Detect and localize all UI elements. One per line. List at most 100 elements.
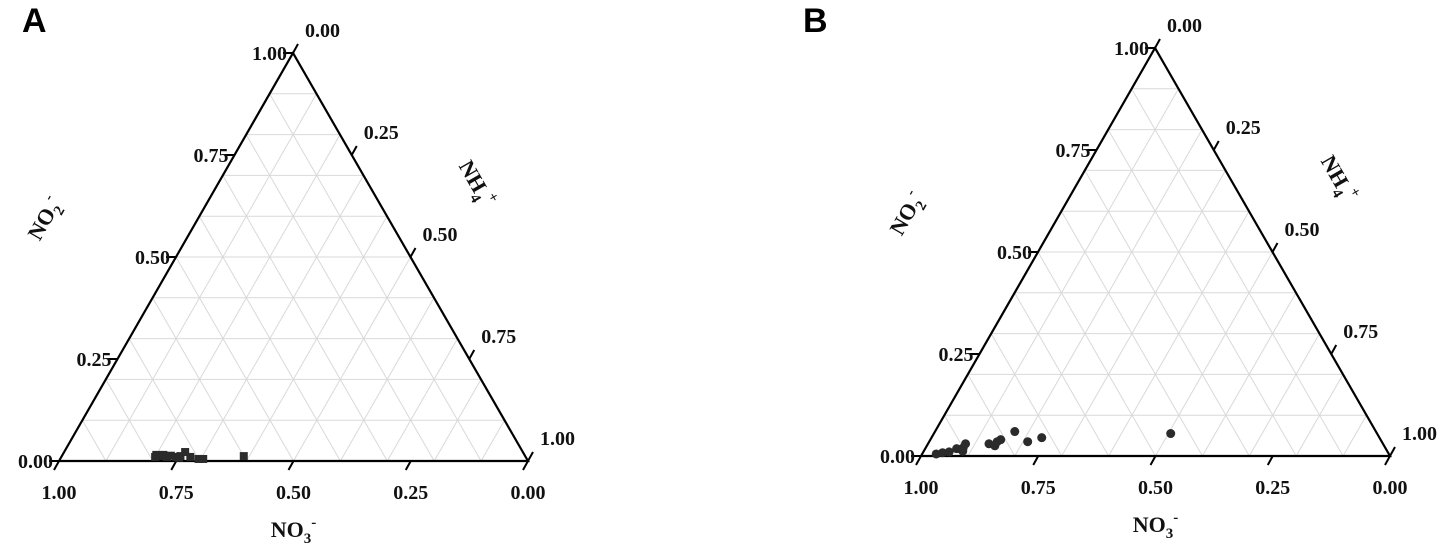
gridline — [152, 297, 248, 462]
data-point — [199, 454, 208, 463]
subscript: 2 — [913, 199, 931, 213]
data-points — [931, 427, 1176, 459]
left-tick-label: 0.50 — [997, 242, 1032, 264]
gridline — [1248, 333, 1320, 457]
tick-mark — [1271, 242, 1279, 253]
ternary-panel-b: B 0.00 0.25 0.50 0.75 1.00 0.00 0.25 0.50 0.75 1.0… — [803, 2, 1437, 542]
tick-mark — [1384, 455, 1391, 466]
data-point — [961, 439, 971, 449]
tick-mark — [292, 43, 299, 54]
gridline — [105, 379, 154, 462]
left-tick-label: 1.00 — [1114, 38, 1149, 60]
left-tick-label: 0.25 — [77, 349, 112, 371]
panel-letter: B — [803, 2, 828, 40]
tick-mark — [404, 460, 412, 471]
superscript: - — [1173, 510, 1178, 526]
right-tick-label: 0.50 — [1285, 219, 1320, 241]
right-tick-label: 0.75 — [481, 326, 516, 348]
gridline — [1084, 170, 1250, 457]
right-axis-title: NH4+ — [450, 155, 502, 213]
right-tick-label: 0.25 — [1226, 117, 1261, 139]
subscript: 3 — [304, 531, 312, 547]
gridline — [293, 256, 411, 462]
tick-mark — [170, 460, 178, 471]
right-tick-label: 0.75 — [1343, 321, 1378, 343]
tick-mark — [1212, 140, 1220, 151]
data-point — [181, 448, 190, 457]
gridline — [1342, 414, 1367, 457]
bottom-tick-label: 0.75 — [1021, 477, 1056, 499]
subscript: 4 — [466, 191, 484, 206]
gridline — [480, 419, 505, 462]
tick-mark — [1149, 455, 1157, 466]
tick-mark — [1032, 455, 1040, 466]
right-tick-label: 0.00 — [1167, 15, 1202, 37]
data-point — [166, 451, 175, 460]
left-tick-label: 0.00 — [18, 451, 53, 473]
superscript: + — [1346, 185, 1364, 200]
gridline — [1295, 374, 1344, 457]
superscript: - — [903, 186, 919, 198]
tick-mark — [409, 247, 417, 258]
gridline — [433, 379, 482, 462]
data-point — [152, 450, 161, 459]
gridline — [967, 88, 1179, 457]
bottom-tick-label: 0.50 — [276, 482, 311, 504]
data-point — [1023, 437, 1033, 447]
subscript: 4 — [1328, 186, 1346, 201]
bottom-tick-label: 0.00 — [1373, 477, 1408, 499]
gridline — [990, 333, 1063, 457]
tick-mark — [468, 349, 476, 360]
data-point — [938, 448, 948, 458]
data-point — [1010, 427, 1020, 437]
gridline — [1037, 251, 1156, 457]
left-axis-title: NO2- — [21, 191, 71, 246]
superscript: - — [41, 191, 57, 203]
left-tick-label: 1.00 — [252, 43, 287, 65]
superscript: + — [484, 190, 502, 205]
right-tick-label: 0.25 — [364, 122, 399, 144]
ternary-panel-a: A 0.00 0.25 0.50 0.75 1.00 0.00 0.25 0.50 0.75 1.0… — [18, 2, 575, 547]
tick-mark — [287, 460, 295, 471]
tick-mark — [1154, 38, 1161, 49]
tick-mark — [522, 460, 529, 471]
gridline — [222, 175, 388, 462]
gridline — [1201, 292, 1297, 457]
gridline — [339, 297, 435, 462]
right-tick-label: 0.00 — [305, 20, 340, 42]
bottom-axis-title: NO3- — [271, 515, 317, 547]
gridlines — [81, 93, 505, 462]
data-point — [239, 452, 248, 461]
right-tick-label: 1.00 — [540, 428, 575, 450]
tick-mark — [915, 455, 922, 466]
left-tick-label: 0.75 — [194, 145, 229, 167]
gridline — [175, 256, 294, 462]
tick-mark — [1389, 446, 1396, 457]
bottom-tick-label: 0.50 — [1138, 477, 1173, 499]
left-axis-title: NO2- — [883, 186, 933, 241]
data-point — [996, 435, 1006, 445]
right-axis-title: NH4+ — [1312, 150, 1364, 208]
gridlines — [943, 88, 1367, 457]
bottom-tick-label: 0.00 — [511, 482, 546, 504]
panel-letter: A — [22, 2, 47, 40]
gridline — [1131, 88, 1344, 457]
bottom-axis-title: NO3- — [1133, 510, 1179, 542]
gridline — [1061, 170, 1226, 457]
gridline — [199, 175, 364, 462]
tick-mark — [1266, 455, 1274, 466]
gridline — [81, 419, 107, 462]
bottom-tick-label: 0.25 — [1255, 477, 1290, 499]
gridline — [967, 374, 1016, 457]
left-tick-label: 0.50 — [135, 247, 170, 269]
gridline — [269, 93, 482, 462]
bottom-tick-label: 0.75 — [159, 482, 194, 504]
bottom-tick-label: 1.00 — [904, 477, 939, 499]
tick-mark — [350, 145, 358, 156]
left-tick-label: 0.25 — [939, 344, 974, 366]
tick-mark — [1330, 344, 1338, 355]
subscript: 3 — [1166, 526, 1174, 542]
gridline — [128, 338, 201, 462]
superscript: - — [311, 515, 316, 531]
